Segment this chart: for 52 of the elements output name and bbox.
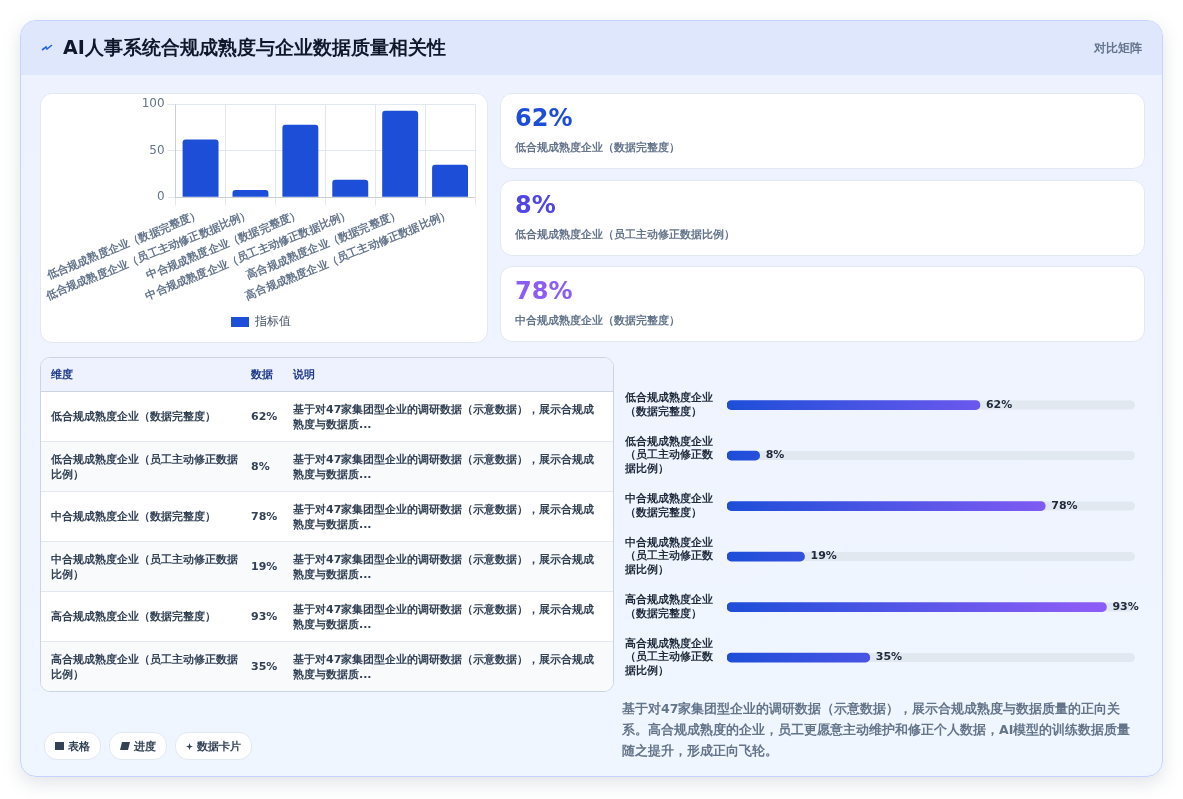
text: 78% [251, 510, 278, 523]
y-tick-label: 0 [156, 189, 165, 204]
text: 35% [251, 660, 278, 673]
category-label: 高合规成熟度企业（数据完整度） [51, 610, 216, 623]
bar [282, 124, 319, 197]
text: 93% [251, 610, 278, 623]
category-label: 中合规成熟度企业（数据完整度） [515, 314, 680, 327]
text: 62% [251, 410, 278, 423]
text: 基于对47家集团型企业的调研数据（示意数据），展示合规成熟度与数据质... [293, 552, 595, 581]
y-tick-label: 高合规成熟度企业（数据完整度） [625, 593, 713, 620]
bar [182, 139, 219, 197]
text: 维度 [50, 367, 74, 382]
text: 数据卡片 [175, 732, 252, 760]
y-tick-label: 低合规成熟度企业（员工主动修正数据比例） [624, 435, 714, 475]
y-tick-label: 低合规成熟度企业（数据完整度） [624, 391, 713, 418]
text: 对比矩阵 [1094, 39, 1142, 57]
text: 数据 [251, 367, 274, 382]
text: 表格 [44, 732, 101, 760]
data-label: 8% [765, 448, 785, 462]
bar [232, 189, 269, 197]
y-tick-label: 100 [141, 96, 165, 111]
y-tick-label: 50 [149, 142, 165, 157]
text: 基于对47家集团型企业的调研数据（示意数据），展示合规成熟度与数据质量的正向关系。高合规成熟度的企业，员工更愿意主动维护和修正个人数据，AI模型的训练数据质量随之提升，形成正向飞轮。 [622, 700, 1132, 760]
text: 基于对47家集团型企业的调研数据（示意数据），展示合规成熟度与数据质... [293, 401, 596, 432]
text: 62% [515, 104, 573, 132]
category-label: 低合规成熟度企业（数据完整度） [51, 410, 216, 423]
text: 基于对47家集团型企业的调研数据（示意数据），展示合规成熟度与数据质... [293, 452, 595, 481]
text: 8% [251, 460, 270, 473]
y-tick-label: 中合规成熟度企业（员工主动修正数据比例） [624, 536, 714, 576]
bar [332, 179, 369, 197]
category-label: 低合规成熟度企业（数据完整度） [515, 141, 680, 154]
text: 基于对47家集团型企业的调研数据（示意数据），展示合规成熟度与数据质... [293, 652, 595, 681]
chart-title: AI人事系统合规成熟度与企业数据质量相关性 [63, 35, 446, 60]
y-tick-label: 中合规成熟度企业（数据完整度） [625, 492, 713, 519]
data-label: 19% [810, 549, 837, 563]
legend-label: 指标值 [254, 314, 291, 329]
bar [382, 110, 419, 197]
y-tick-label: 高合规成熟度企业（员工主动修正数据比例） [624, 637, 714, 677]
text: 基于对47家集团型企业的调研数据（示意数据），展示合规成熟度与数据质... [293, 502, 595, 531]
text: 78% [515, 277, 573, 305]
data-label: 62% [985, 397, 1013, 411]
category-label: 中合规成熟度企业（数据完整度） [51, 510, 216, 523]
bar [432, 164, 469, 197]
text: 19% [251, 560, 278, 573]
category-label: 低合规成熟度企业（员工主动修正数据比例） [515, 227, 735, 241]
text: 进度 [109, 732, 167, 760]
data-label: 78% [1051, 498, 1078, 512]
text: 基于对47家集团型企业的调研数据（示意数据），展示合规成熟度与数据质... [293, 602, 595, 631]
text: 8% [515, 190, 556, 219]
data-label: 93% [1112, 599, 1139, 613]
data-label: 35% [875, 650, 903, 664]
text: 说明 [293, 367, 316, 382]
